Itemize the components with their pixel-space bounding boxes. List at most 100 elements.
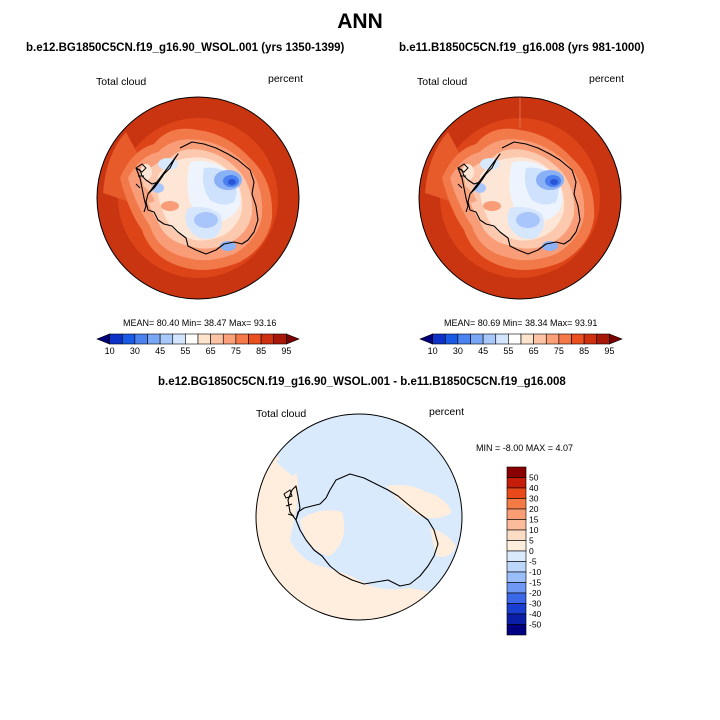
panel1-colorbar-tick-label: 10: [105, 346, 115, 356]
panel1-colorbar-tick-label: 85: [256, 346, 266, 356]
diff-colorbar-tick-label: -15: [529, 578, 542, 588]
panel1-colorbar-swatch: [172, 333, 186, 345]
panel1-variable: Total cloud: [96, 76, 147, 88]
panel2-map-border: [418, 96, 622, 300]
panel1-units: percent: [268, 73, 304, 85]
panel1-colorbar: 10 30 45 55 65 75 85 95: [96, 333, 300, 356]
diff-colorbar-swatch: [506, 540, 527, 552]
panel1-colorbar-swatch: [222, 333, 237, 345]
panel1-colorbar-swatch: [96, 333, 110, 345]
diff-colorbar-tick-label: 10: [529, 525, 539, 535]
panel2-colorbar-swatch: [533, 333, 547, 345]
diff-colorbar-swatch: [506, 603, 527, 615]
panel1-colorbar-tick-label: 65: [206, 346, 216, 356]
panel1-case-title: b.e12.BG1850C5CN.f19_g16.90_WSOL.001 (yr…: [26, 42, 345, 54]
panel2-colorbar-swatch: [558, 333, 572, 345]
panel2-colorbar-tick-label: 65: [529, 346, 539, 356]
panel1-map-border: [96, 96, 300, 300]
panel1-stats: MEAN= 80.40 Min= 38.47 Max= 93.16: [123, 318, 277, 328]
panel2-colorbar-tick-label: 85: [579, 346, 589, 356]
panel1-colorbar-swatch: [197, 333, 211, 345]
diff-colorbar-tick-label: -50: [529, 620, 542, 630]
panel2-variable: Total cloud: [417, 76, 468, 88]
diff-colorbar-swatch: [506, 487, 527, 499]
diff-colorbar-tick-label: 30: [529, 494, 539, 504]
panel2-colorbar-tick-label: 10: [428, 346, 438, 356]
panel1-colorbar-swatch: [273, 333, 287, 345]
panel1-colorbar-swatch: [159, 333, 174, 345]
panel2-case-title: b.e11.B1850C5CN.f19_g16.008 (yrs 981-100…: [399, 42, 645, 54]
panel1-colorbar-swatch: [248, 333, 262, 345]
panel1-colorbar-swatch: [109, 333, 123, 345]
diff-colorbar-swatch: [506, 529, 527, 541]
panel1-polar-map: [97, 97, 299, 299]
diff-map-border: [255, 413, 463, 621]
panel2-colorbar-swatch: [508, 333, 522, 345]
diff-colorbar-swatch: [506, 466, 527, 478]
diff-colorbar-swatch: [506, 561, 527, 573]
panel1-colorbar-swatch: [210, 333, 224, 345]
panel1-colorbar-swatch: [286, 333, 300, 345]
panel2-colorbar-swatch: [596, 333, 610, 345]
panel2-colorbar-swatch: [432, 333, 446, 345]
panel2-colorbar: 10 30 45 55 65 75 85 95: [419, 333, 623, 356]
diff-colorbar-swatch: [506, 582, 527, 594]
diff-variable: Total cloud: [256, 408, 307, 420]
panel2-units: percent: [589, 73, 625, 85]
diff-colorbar-tick-label: 15: [529, 515, 539, 525]
panel2-colorbar-swatch: [444, 333, 459, 345]
diff-title: b.e12.BG1850C5CN.f19_g16.90_WSOL.001 - b…: [158, 376, 566, 388]
panel2-colorbar-swatch: [470, 333, 484, 345]
panel1-colorbar-tick-label: 45: [155, 346, 165, 356]
panel2-stats: MEAN= 80.69 Min= 38.34 Max= 93.91: [444, 318, 598, 328]
panel2-colorbar-swatch: [419, 333, 433, 345]
panel1-colorbar-tick-label: 95: [281, 346, 291, 356]
panel1-colorbar-tick-label: 30: [130, 346, 140, 356]
panel2-colorbar-swatch: [609, 333, 623, 345]
figure-title: ANN: [337, 10, 383, 33]
panel2-colorbar-swatch: [457, 333, 471, 345]
diff-colorbar-swatch: [506, 592, 527, 604]
panel2-colorbar-swatch: [495, 333, 509, 345]
diff-colorbar-tick-label: -20: [529, 588, 542, 598]
diff-colorbar-tick-label: 50: [529, 473, 539, 483]
diff-colorbar-swatch: [506, 571, 527, 583]
panel1-colorbar-swatch: [235, 333, 249, 345]
panel2-colorbar-tick-label: 55: [503, 346, 513, 356]
diff-colorbar-swatch: [506, 498, 527, 510]
diff-colorbar-tick-label: 20: [529, 504, 539, 514]
diff-polar-map: [256, 414, 462, 620]
diff-colorbar-swatch: [506, 477, 527, 489]
panel1-colorbar-swatch: [260, 333, 275, 345]
panel1-colorbar-swatch: [185, 333, 199, 345]
panel2-polar-map: [419, 97, 621, 299]
diff-stats: MIN = -8.00 MAX = 4.07: [476, 443, 574, 453]
panel2-colorbar-tick-label: 30: [453, 346, 463, 356]
diff-colorbar-tick-label: -10: [529, 567, 542, 577]
diff-colorbar-tick-label: 40: [529, 483, 539, 493]
diff-colorbar-swatch: [506, 624, 527, 636]
panel2-colorbar-tick-label: 75: [554, 346, 564, 356]
panel1-colorbar-swatch: [134, 333, 148, 345]
panel2-colorbar-swatch: [545, 333, 560, 345]
panel2-colorbar-swatch: [571, 333, 585, 345]
diff-colorbar-tick-label: -30: [529, 599, 542, 609]
diff-colorbar-swatch: [506, 613, 527, 625]
panel2-colorbar-tick-label: 95: [604, 346, 614, 356]
panel1-colorbar-tick-label: 75: [231, 346, 241, 356]
diff-colorbar-swatch: [506, 550, 527, 562]
diff-colorbar-swatch: [506, 519, 527, 531]
panel2-colorbar-swatch: [520, 333, 534, 345]
panel2-colorbar-tick-label: 45: [478, 346, 488, 356]
panel2-colorbar-swatch: [583, 333, 598, 345]
diff-colorbar-tick-label: -40: [529, 609, 542, 619]
diff-colorbar-tick-label: 5: [529, 536, 534, 546]
panel1-colorbar-tick-label: 55: [180, 346, 190, 356]
panel1-colorbar-swatch: [121, 333, 136, 345]
diff-colorbar-tick-label: 0: [529, 546, 534, 556]
diff-colorbar-swatch: [506, 508, 527, 520]
diff-colorbar-tick-label: -5: [529, 557, 537, 567]
diff-units: percent: [429, 406, 465, 418]
